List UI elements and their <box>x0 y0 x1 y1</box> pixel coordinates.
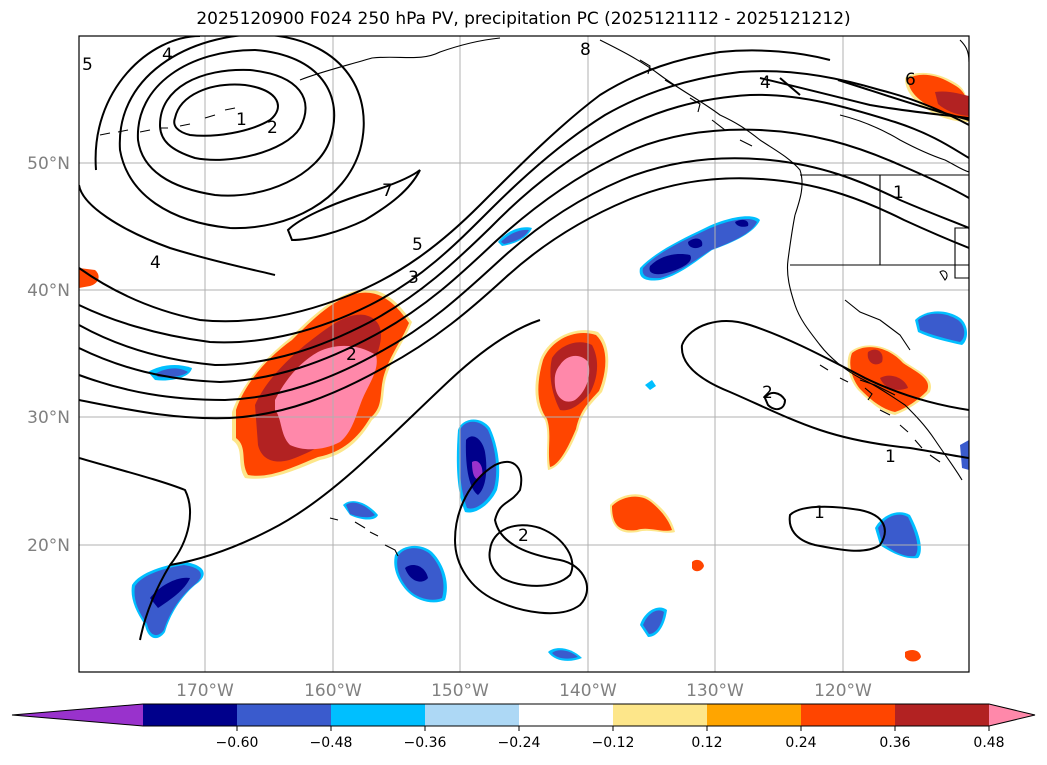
contour-label: 2 <box>267 118 278 138</box>
colorbar-extend-max <box>989 704 1035 726</box>
lat-label-20n: 20°N <box>27 536 70 556</box>
contour-label: 4 <box>760 73 771 93</box>
colorbar-segment <box>707 704 802 726</box>
contour-label: 1 <box>893 183 904 203</box>
contour-label: 6 <box>905 70 916 90</box>
colorbar-tick-labels: −0.60 −0.48 −0.36 −0.24 −0.12 0.12 0.24 0.36 0.4… <box>216 726 1005 751</box>
lon-label-140w: 140°W <box>559 681 617 701</box>
colorbar-tick-label: −0.12 <box>592 735 635 751</box>
precip-blob-ne-corner <box>79 72 969 288</box>
contour-label: 2 <box>518 526 529 546</box>
precip-blob-135w <box>610 494 921 662</box>
precip-blob-142w <box>535 330 609 470</box>
precip-blob-central-north <box>232 289 412 479</box>
longitude-labels: 170°W 160°W 150°W 140°W 130°W 120°W <box>176 681 872 701</box>
colorbar-tick-label: 0.12 <box>691 735 722 751</box>
contour-label: 8 <box>580 40 591 60</box>
colorbar-segment <box>613 704 708 726</box>
contour-label: 5 <box>412 235 423 255</box>
contour-label: 4 <box>150 253 161 273</box>
contour-label: 1 <box>236 110 247 130</box>
colorbar-tick-label: 0.48 <box>973 735 1004 751</box>
contour-label: 7 <box>382 181 393 201</box>
colorbar-tick-label: −0.48 <box>310 735 353 751</box>
map-area <box>79 36 969 672</box>
precip-neg-blob-150w <box>456 419 500 513</box>
contour-label: 2 <box>346 345 357 365</box>
colorbar-extend-min <box>12 704 143 726</box>
contour-label: 4 <box>162 45 173 65</box>
colorbar <box>11 703 1036 727</box>
colorbar-segment <box>425 704 520 726</box>
precip-neg-blob-others <box>131 227 969 661</box>
colorbar-tick-label: 0.24 <box>785 735 816 751</box>
lon-label-130w: 130°W <box>686 681 744 701</box>
colorbar-tick-label: 0.36 <box>879 735 910 751</box>
contour-label: 1 <box>885 447 896 467</box>
lon-label-120w: 120°W <box>814 681 872 701</box>
colorbar-tick-label: −0.36 <box>404 735 447 751</box>
colorbar-tick-label: −0.60 <box>216 735 259 751</box>
colorbar-segment <box>519 704 614 726</box>
contour-label: 1 <box>814 503 825 523</box>
lon-label-170w: 170°W <box>176 681 234 701</box>
contour-label: 2 <box>762 383 773 403</box>
colorbar-tick-label: −0.24 <box>498 735 541 751</box>
contour-labels: 4 8 5 1 2 7 5 3 2 4 6 4 1 2 1 2 1 <box>82 40 916 546</box>
map-border <box>78 35 970 673</box>
precip-neg-blob-135w-42n <box>639 216 760 281</box>
contour-label: 3 <box>408 268 419 288</box>
contour-label: 5 <box>82 55 93 75</box>
lon-label-160w: 160°W <box>304 681 362 701</box>
lat-label-40n: 40°N <box>27 281 70 301</box>
pv-contours <box>79 36 969 641</box>
lat-label-50n: 50°N <box>27 154 70 174</box>
lat-label-30n: 30°N <box>27 408 70 428</box>
latitude-labels: 50°N 40°N 30°N 20°N <box>27 154 70 556</box>
colorbar-segment <box>895 704 990 726</box>
map-title: 2025120900 F024 250 hPa PV, precipitatio… <box>196 9 851 29</box>
colorbar-segment <box>237 704 332 726</box>
colorbar-segment <box>143 704 238 726</box>
lon-label-150w: 150°W <box>431 681 489 701</box>
coastlines <box>99 37 969 557</box>
colorbar-segment <box>331 704 426 726</box>
graticule <box>79 36 969 672</box>
colorbar-segment <box>801 704 896 726</box>
colorbar-outline <box>11 703 1036 727</box>
